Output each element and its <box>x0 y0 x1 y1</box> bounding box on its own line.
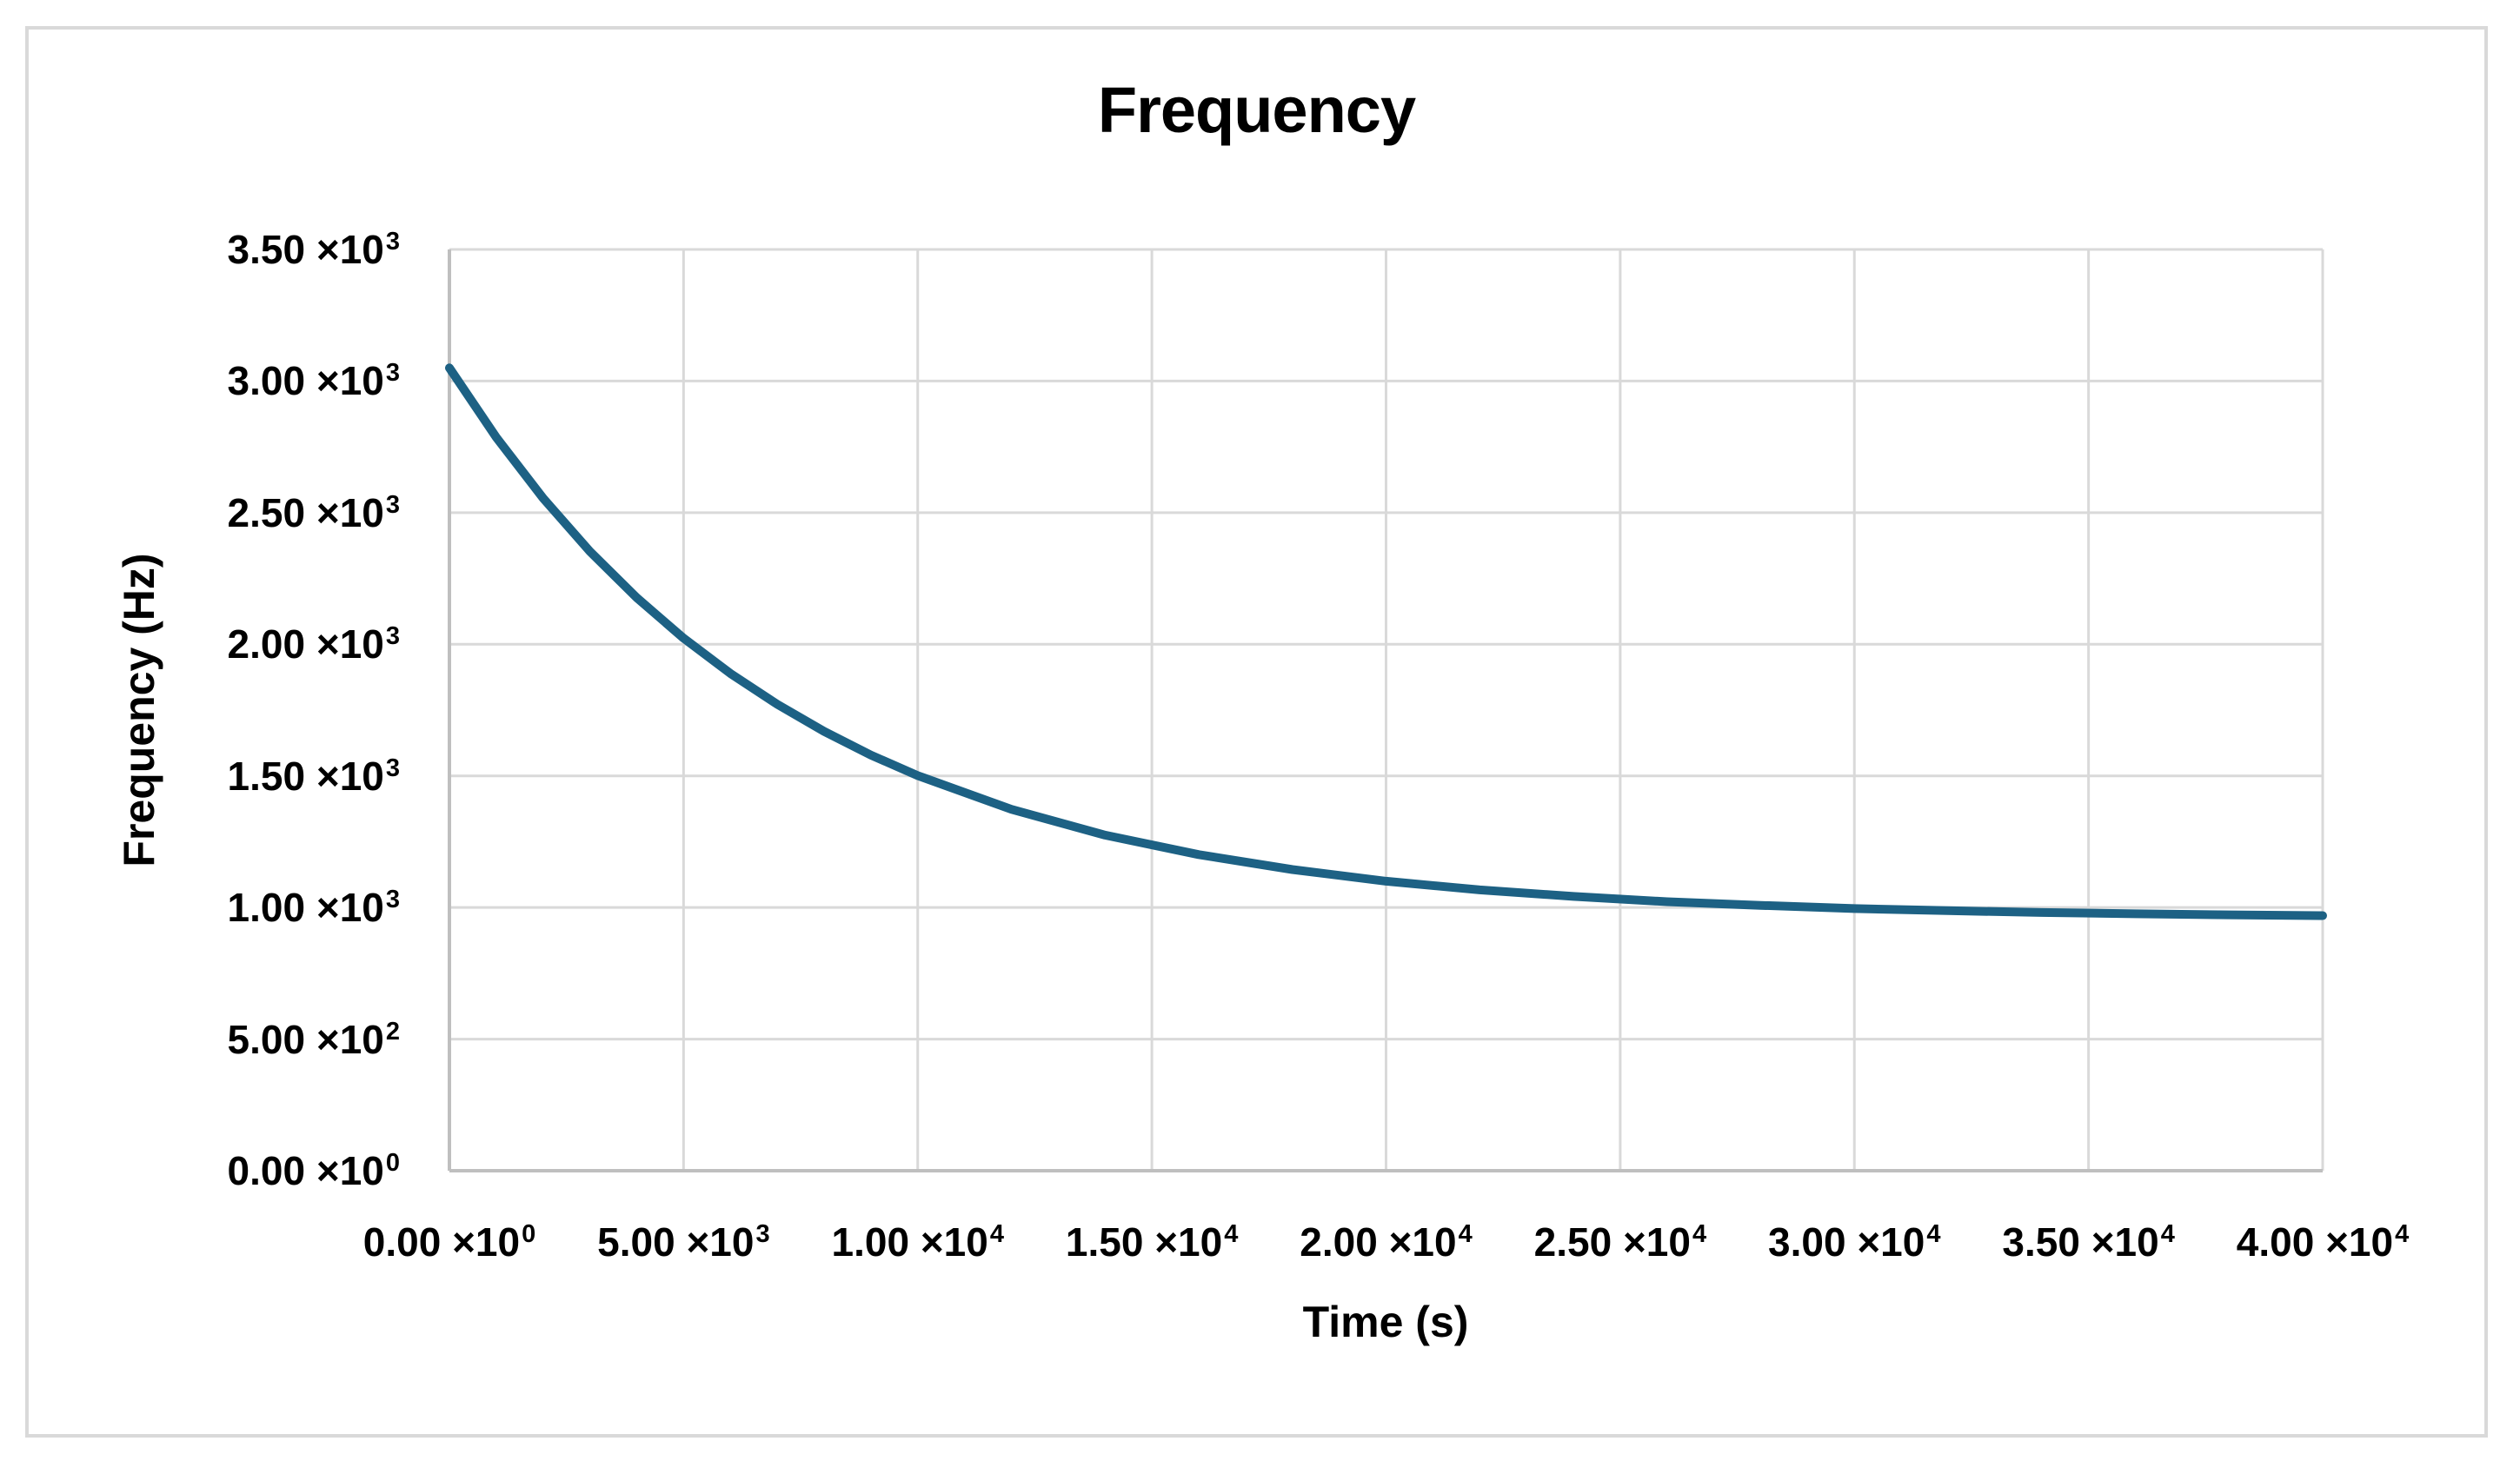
x-tick-label: 1.50 ×104 <box>1065 1219 1239 1265</box>
x-tick-label: 3.50 ×104 <box>2002 1219 2175 1265</box>
x-tick-label: 1.00 ×104 <box>831 1219 1004 1265</box>
x-tick-label: 2.00 ×104 <box>1300 1219 1473 1265</box>
chart-container <box>25 26 2488 1438</box>
x-tick-label: 0.00 ×100 <box>362 1219 536 1265</box>
x-tick-label: 5.00 ×103 <box>597 1219 770 1265</box>
y-axis-title: Frequency (Hz) <box>115 553 163 867</box>
y-tick-label: 2.00 ×103 <box>227 621 400 667</box>
y-tick-label: 1.50 ×103 <box>227 753 400 799</box>
y-tick-label: 3.50 ×103 <box>227 227 400 272</box>
x-tick-label: 3.00 ×104 <box>1768 1219 1941 1265</box>
x-axis-title: Time (s) <box>1302 1298 1469 1346</box>
y-tick-label: 0.00 ×100 <box>227 1148 400 1193</box>
frequency-curve <box>445 363 2327 920</box>
y-tick-label: 3.00 ×103 <box>227 358 400 404</box>
y-tick-label: 2.50 ×103 <box>227 489 400 535</box>
y-tick-label: 1.00 ×103 <box>227 885 400 931</box>
chart-title: Frequency <box>1097 74 1416 146</box>
x-tick-label: 4.00 ×104 <box>2236 1219 2410 1265</box>
y-tick-label: 5.00 ×102 <box>227 1016 400 1062</box>
x-tick-label: 2.50 ×104 <box>1533 1219 1707 1265</box>
